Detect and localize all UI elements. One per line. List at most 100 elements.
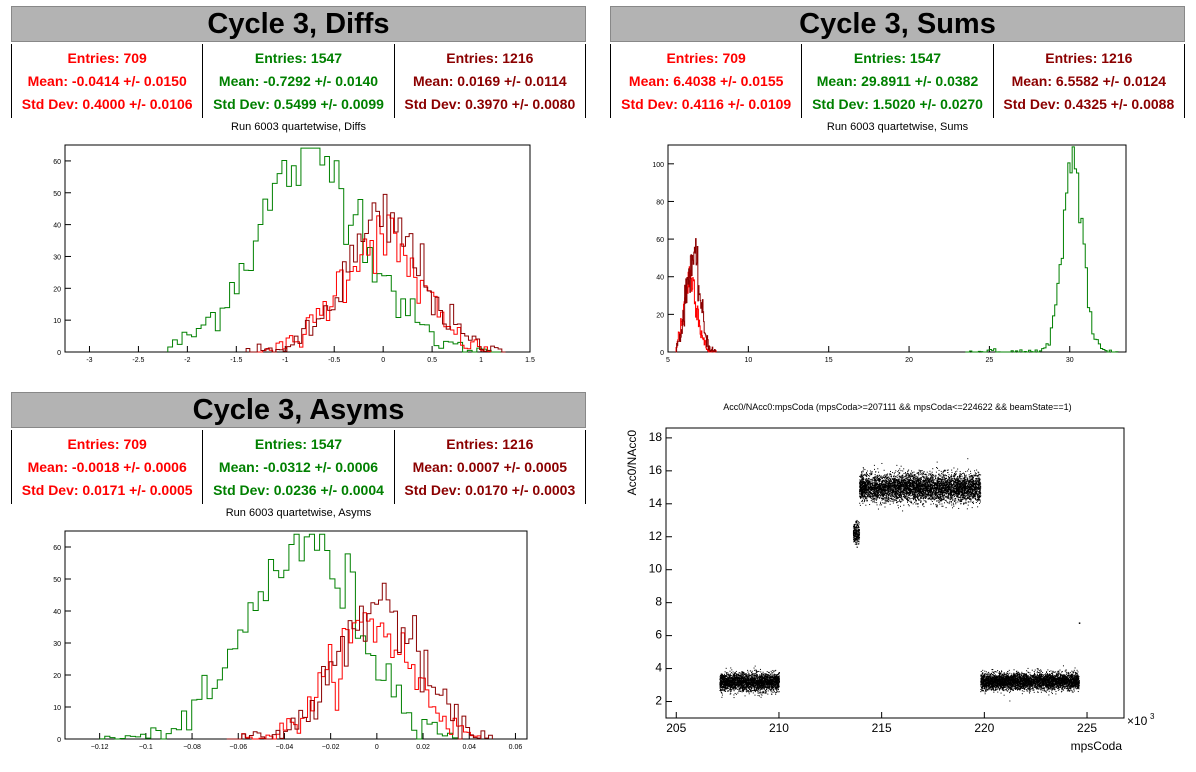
scatter-point <box>763 674 765 676</box>
scatter-point <box>743 688 745 690</box>
scatter-point <box>876 475 878 477</box>
scatter-point <box>858 525 860 527</box>
scatter-point <box>928 498 930 500</box>
scatter-point <box>754 678 756 680</box>
scatter-point <box>883 490 885 492</box>
scatter-point <box>886 485 888 487</box>
scatter-point <box>971 491 973 493</box>
scatter-point <box>890 474 892 476</box>
scatter-point <box>733 682 735 684</box>
scatter-point <box>748 676 750 678</box>
scatter-point <box>893 496 895 498</box>
scatter-point <box>934 483 936 485</box>
scatter-point <box>727 682 729 684</box>
scatter-point <box>943 492 945 494</box>
scatter-point <box>918 474 920 476</box>
scatter-point <box>719 689 721 691</box>
scatter-point <box>970 483 972 485</box>
scatter-point <box>770 683 772 685</box>
scatter-point <box>877 488 879 490</box>
scatter-point <box>774 686 776 688</box>
scatter-point <box>857 530 859 532</box>
y-tick-label: 50 <box>53 191 61 198</box>
scatter-point <box>732 671 734 673</box>
scatter-point <box>765 674 767 676</box>
scatter-point <box>733 676 735 678</box>
scatter-point <box>743 672 745 674</box>
scatter-point <box>767 675 769 677</box>
scatter-point <box>730 683 732 685</box>
scatter-point <box>973 495 975 497</box>
scatter-point <box>937 479 939 481</box>
scatter-point <box>765 673 767 675</box>
scatter-point <box>882 492 884 494</box>
scatter-point <box>751 680 753 682</box>
scatter-point <box>727 674 729 676</box>
scatter-point <box>743 673 745 675</box>
scatter-point <box>980 485 982 487</box>
scatter-point <box>758 670 760 672</box>
scatter-point <box>900 470 902 472</box>
scatter-point <box>742 672 744 674</box>
scatter-point <box>778 676 780 678</box>
scatter-point <box>721 673 723 675</box>
scatter-point <box>767 687 769 689</box>
scatter-point <box>880 492 882 494</box>
scatter-point <box>762 682 764 684</box>
scatter-point <box>952 507 954 509</box>
scatter-point <box>760 676 762 678</box>
scatter-point <box>731 676 733 678</box>
scatter-point <box>935 497 937 499</box>
scatter-point <box>914 475 916 477</box>
scatter-point <box>763 682 765 684</box>
scatter-point <box>723 682 725 684</box>
scatter-point <box>746 686 748 688</box>
scatter-point <box>741 678 743 680</box>
scatter-point <box>748 682 750 684</box>
scatter-point <box>975 488 977 490</box>
scatter-point <box>768 676 770 678</box>
scatter-point <box>916 489 918 491</box>
scatter-point <box>949 483 951 485</box>
scatter-point <box>761 677 763 679</box>
scatter-point <box>730 678 732 680</box>
scatter-point <box>906 473 908 475</box>
scatter-point <box>749 681 751 683</box>
scatter-point <box>730 677 732 679</box>
scatter-point <box>755 690 757 692</box>
scatter-point <box>720 690 722 692</box>
scatter-point <box>748 687 750 689</box>
scatter-point <box>940 479 942 481</box>
scatter-point <box>732 687 734 689</box>
scatter-point <box>924 481 926 483</box>
scatter-point <box>764 682 766 684</box>
scatter-point <box>777 686 779 688</box>
scatter-point <box>771 676 773 678</box>
scatter-point <box>758 678 760 680</box>
scatter-point <box>765 685 767 687</box>
scatter-point <box>750 688 752 690</box>
scatter-point <box>762 671 764 673</box>
scatter-point <box>751 683 753 685</box>
scatter-point <box>913 471 915 473</box>
scatter-point <box>738 677 740 679</box>
scatter-point <box>940 490 942 492</box>
scatter-point <box>857 531 859 533</box>
scatter-point <box>736 680 738 682</box>
scatter-point <box>865 504 867 506</box>
scatter-point <box>979 484 981 486</box>
scatter-point <box>750 674 752 676</box>
scatter-point <box>764 683 766 685</box>
scatter-point <box>733 681 735 683</box>
scatter-point <box>722 684 724 686</box>
scatter-point <box>726 675 728 677</box>
scatter-point <box>754 677 756 679</box>
scatter-point <box>978 479 980 481</box>
scatter-point <box>853 525 855 527</box>
scatter-point <box>739 680 741 682</box>
scatter-point <box>858 531 860 533</box>
scatter-point <box>743 672 745 674</box>
stat-entries: Entries: 1547 <box>254 49 343 66</box>
scatter-point <box>928 481 930 483</box>
scatter-point <box>771 682 773 684</box>
